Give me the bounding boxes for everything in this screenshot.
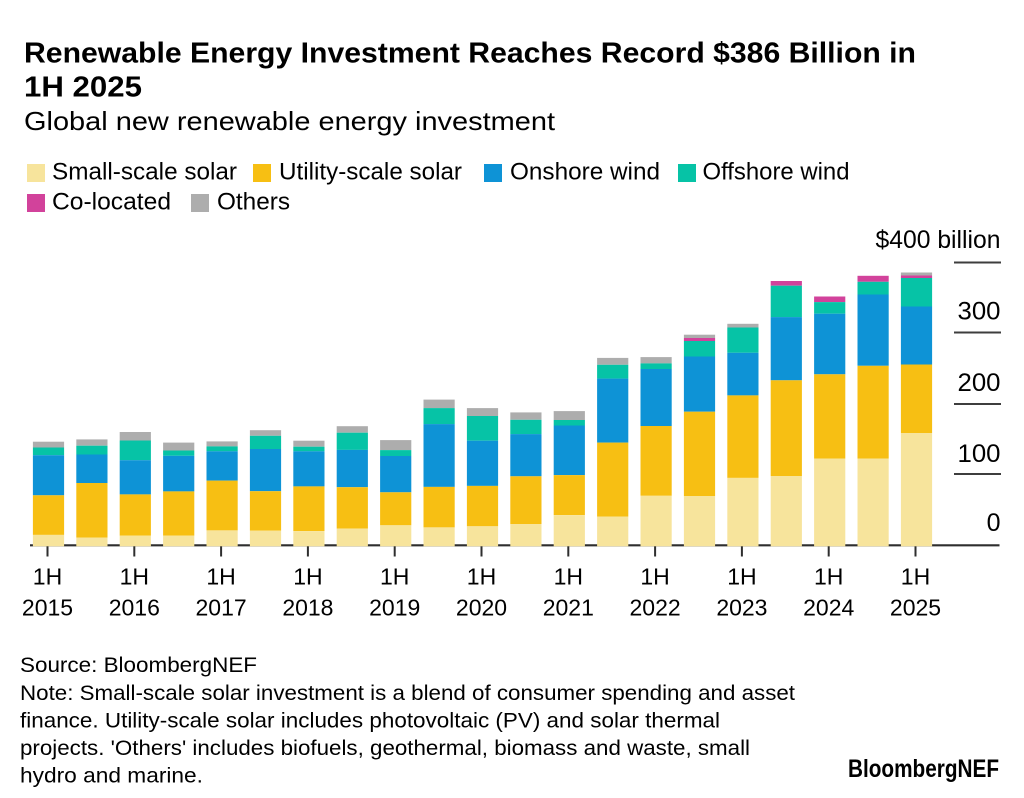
svg-text:Renewable Energy Investment Re: Renewable Energy Investment Reaches Reco…	[24, 37, 916, 69]
svg-text:1H 2025: 1H 2025	[24, 71, 142, 103]
svg-text:Global new renewable energy in: Global new renewable energy investment	[24, 106, 556, 136]
svg-text:Onshore wind: Onshore wind	[510, 159, 660, 186]
svg-text:2021: 2021	[543, 594, 594, 620]
svg-text:Small-scale solar: Small-scale solar	[52, 159, 237, 186]
svg-text:projects. 'Others' includes bi: projects. 'Others' includes biofuels, ge…	[20, 736, 750, 760]
svg-text:finance. Utility-scale solar i: finance. Utility-scale solar includes ph…	[20, 709, 720, 733]
svg-text:1H: 1H	[293, 564, 322, 590]
svg-text:1H: 1H	[467, 564, 496, 590]
svg-text:1H: 1H	[727, 564, 756, 590]
svg-text:2016: 2016	[109, 594, 160, 620]
svg-text:100: 100	[958, 440, 1001, 468]
svg-text:hydro and marine.: hydro and marine.	[20, 764, 203, 788]
svg-text:2022: 2022	[630, 594, 681, 620]
svg-text:Offshore wind: Offshore wind	[703, 159, 850, 186]
svg-text:2019: 2019	[369, 594, 420, 620]
svg-text:1H: 1H	[206, 564, 235, 590]
svg-text:300: 300	[958, 298, 1001, 326]
svg-text:2017: 2017	[196, 594, 247, 620]
svg-text:2018: 2018	[282, 594, 333, 620]
svg-text:1H: 1H	[554, 564, 583, 590]
svg-text:2023: 2023	[716, 594, 767, 620]
svg-text:Others: Others	[217, 189, 290, 216]
svg-text:2025: 2025	[890, 594, 941, 620]
svg-text:2020: 2020	[456, 594, 507, 620]
svg-text:BloombergNEF: BloombergNEF	[848, 755, 999, 783]
svg-text:2015: 2015	[22, 594, 73, 620]
svg-text:Source: BloombergNEF: Source: BloombergNEF	[20, 653, 257, 677]
svg-text:1H: 1H	[380, 564, 409, 590]
svg-text:Note: Small-scale solar invest: Note: Small-scale solar investment is a …	[20, 681, 795, 705]
svg-text:Utility-scale solar: Utility-scale solar	[279, 159, 462, 186]
svg-text:Co-located: Co-located	[52, 189, 171, 216]
svg-text:0: 0	[987, 509, 1001, 537]
svg-text:1H: 1H	[33, 564, 62, 590]
svg-text:1H: 1H	[814, 564, 843, 590]
svg-text:$400 billion: $400 billion	[876, 226, 1001, 254]
svg-text:1H: 1H	[640, 564, 669, 590]
svg-text:1H: 1H	[120, 564, 149, 590]
svg-text:200: 200	[958, 369, 1001, 397]
svg-text:2024: 2024	[803, 594, 854, 620]
svg-text:1H: 1H	[901, 564, 930, 590]
